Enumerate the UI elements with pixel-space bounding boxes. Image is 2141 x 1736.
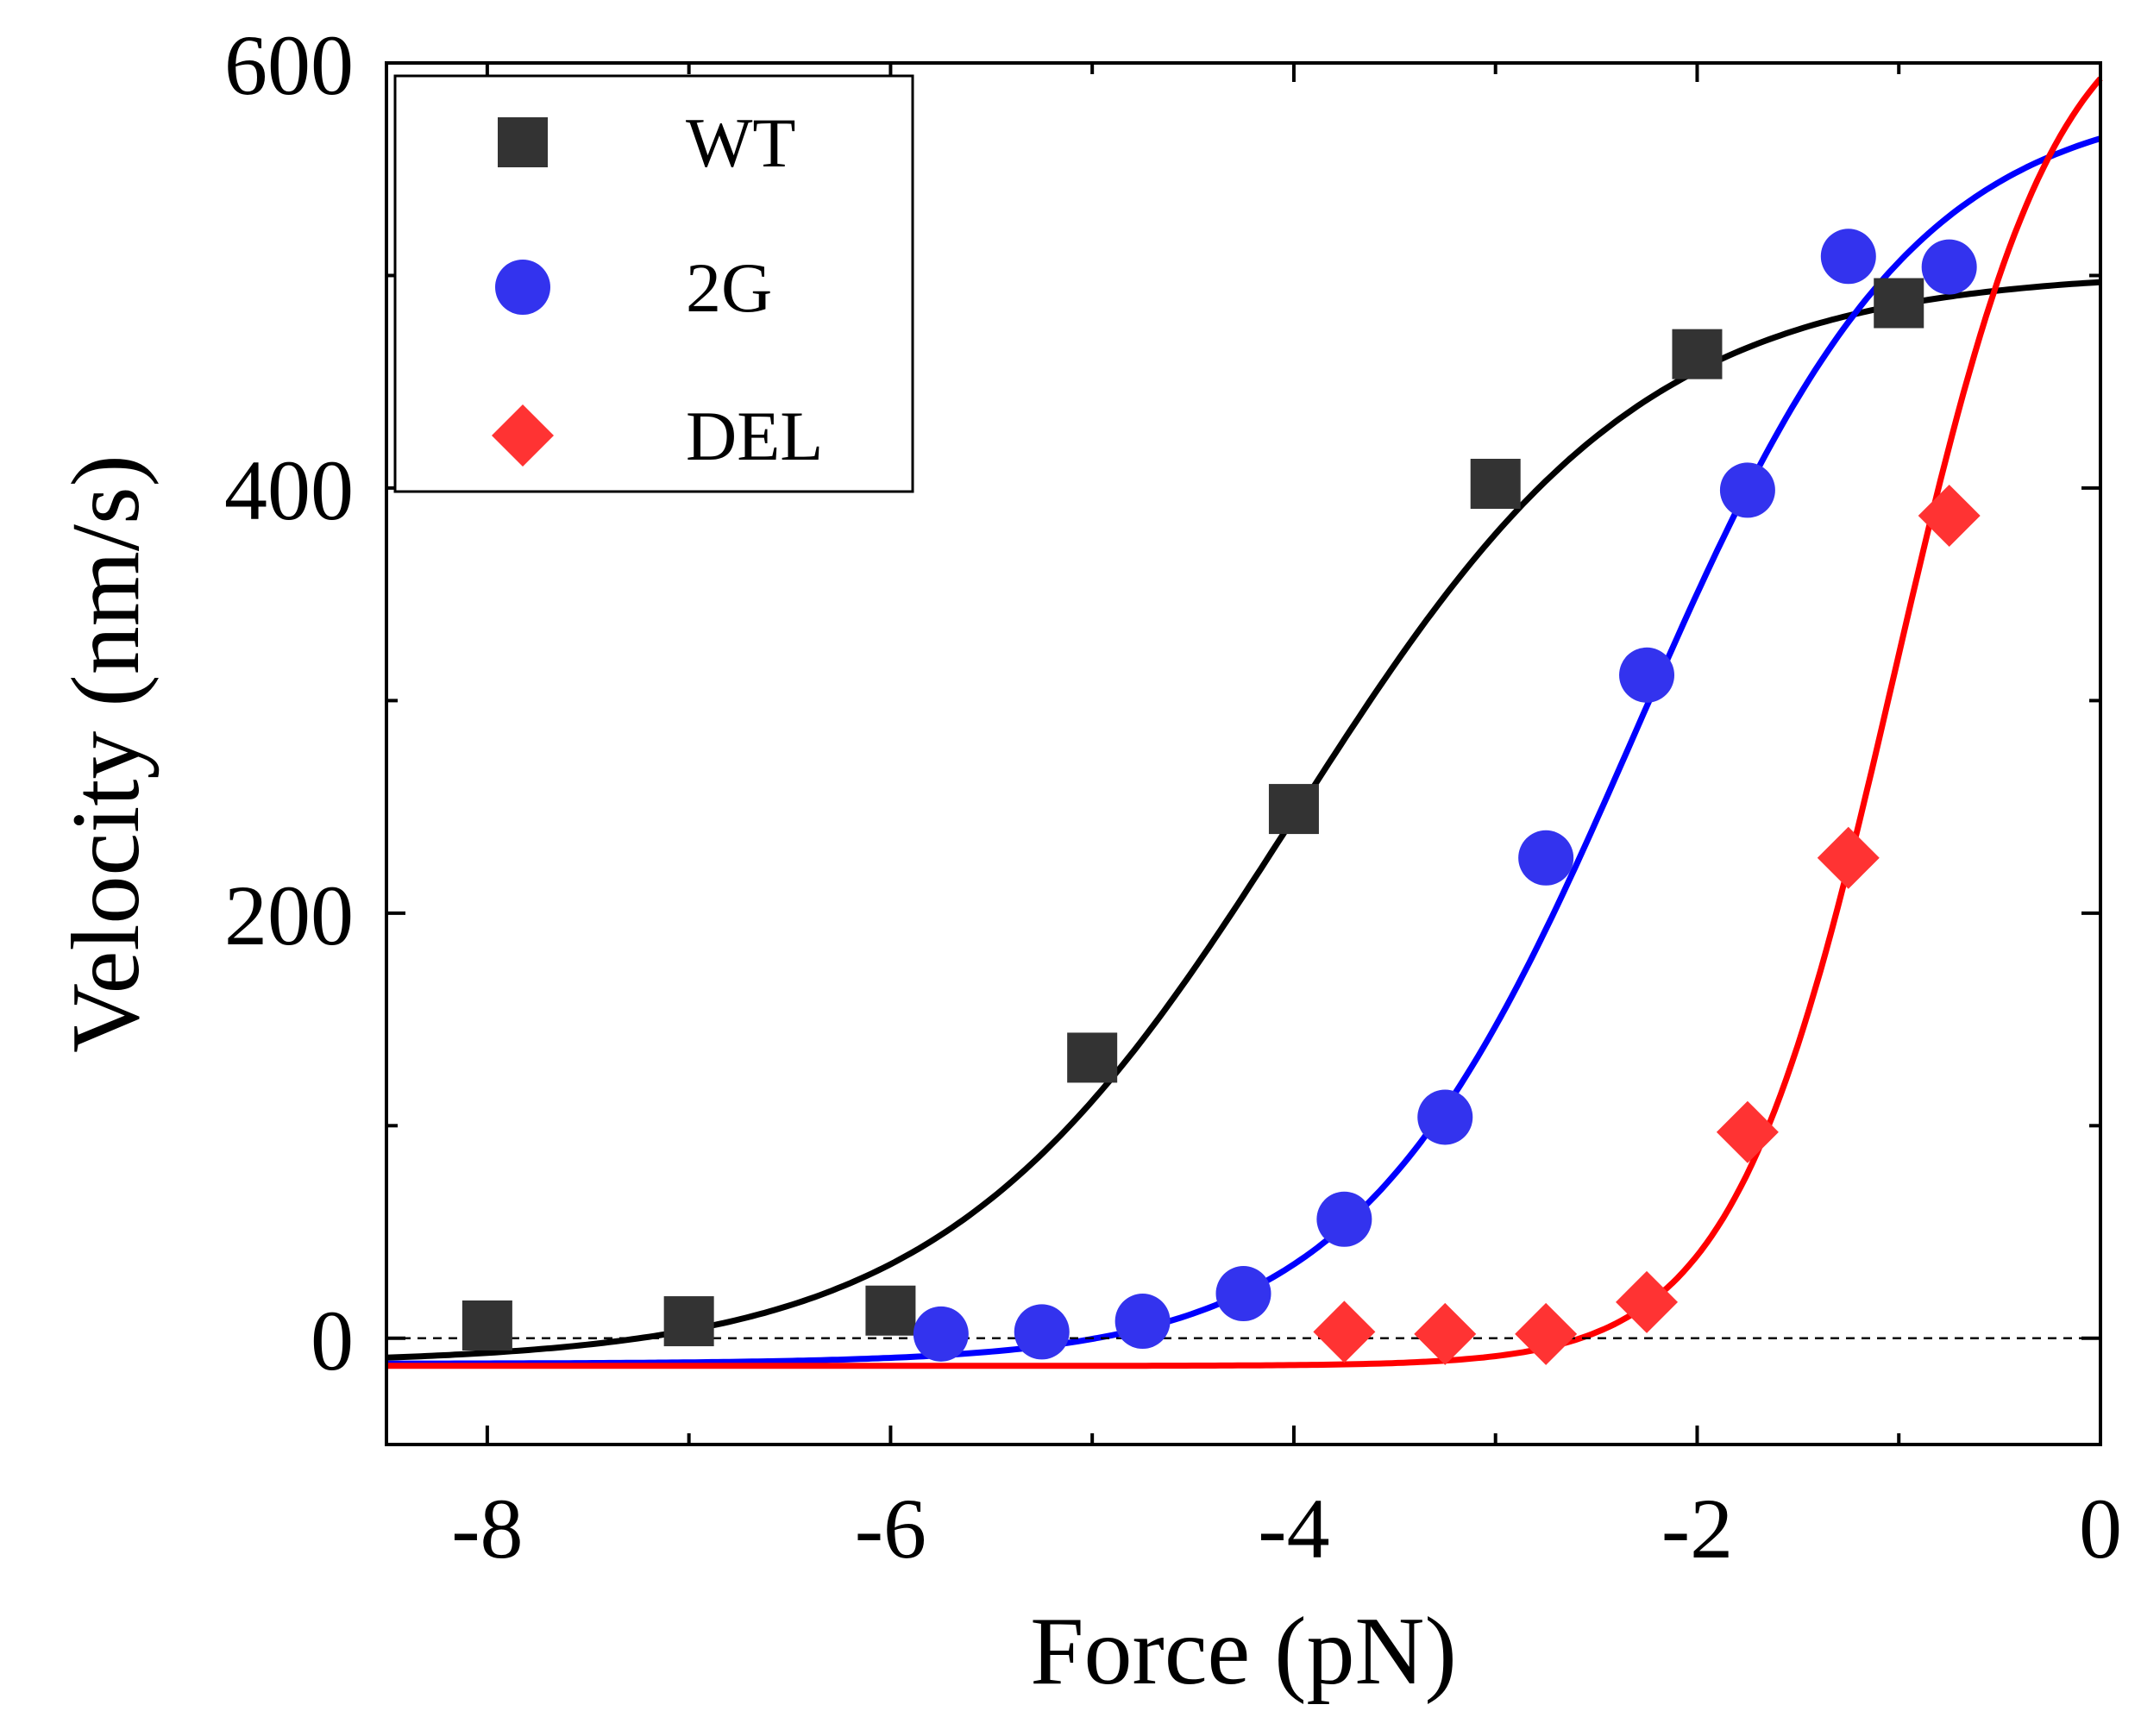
point-del-3 bbox=[1616, 1270, 1679, 1333]
point-del-6 bbox=[1918, 484, 1981, 547]
point-2g-5 bbox=[1417, 1089, 1473, 1145]
legend-marker-wt bbox=[498, 117, 548, 167]
y-tick-label: 200 bbox=[224, 868, 354, 963]
x-tick-label: 0 bbox=[2079, 1481, 2122, 1576]
axes: -8 -6 -4 -2 0 0 200 400 600 Force (pN) Velocity (n… bbox=[53, 17, 2122, 1705]
point-wt-5 bbox=[1470, 458, 1521, 509]
legend: WT 2G DEL bbox=[393, 74, 914, 493]
fit-curve-del bbox=[386, 76, 2103, 1369]
data-points bbox=[461, 229, 1981, 1365]
y-tick-label: 0 bbox=[311, 1293, 354, 1388]
point-2g-8 bbox=[1719, 462, 1775, 518]
point-2g-3 bbox=[1215, 1266, 1271, 1322]
point-del-1 bbox=[1414, 1302, 1477, 1365]
x-axis-title: Force (pN) bbox=[1030, 1598, 1456, 1705]
point-wt-6 bbox=[1672, 329, 1723, 379]
legend-marker-2g bbox=[495, 260, 550, 315]
point-del-5 bbox=[1817, 826, 1880, 889]
point-wt-3 bbox=[1067, 1032, 1118, 1083]
point-2g-4 bbox=[1316, 1191, 1372, 1247]
point-del-2 bbox=[1515, 1302, 1578, 1365]
y-axis-title: Velocity (nm/s) bbox=[53, 454, 160, 1053]
legend-label-del: DEL bbox=[686, 397, 823, 475]
point-wt-7 bbox=[1874, 278, 1924, 329]
x-tick-label: -6 bbox=[855, 1481, 926, 1576]
x-tick-label: -2 bbox=[1661, 1481, 1733, 1576]
point-2g-10 bbox=[1921, 239, 1977, 295]
plot-frame bbox=[385, 61, 2102, 1446]
x-tick-label: -8 bbox=[451, 1481, 523, 1576]
point-del-0 bbox=[1313, 1300, 1376, 1363]
point-wt-0 bbox=[461, 1300, 512, 1351]
point-2g-9 bbox=[1820, 229, 1876, 285]
legend-label-wt: WT bbox=[686, 103, 795, 182]
point-wt-1 bbox=[663, 1296, 714, 1347]
y-tick-label: 400 bbox=[224, 442, 354, 538]
point-2g-2 bbox=[1114, 1294, 1171, 1350]
point-2g-1 bbox=[1014, 1304, 1070, 1360]
point-2g-7 bbox=[1619, 647, 1675, 703]
point-2g-0 bbox=[913, 1306, 969, 1362]
legend-box bbox=[393, 74, 914, 493]
point-wt-4 bbox=[1268, 784, 1319, 835]
y-tick-label: 600 bbox=[224, 17, 354, 113]
x-tick-label: -4 bbox=[1258, 1481, 1329, 1576]
point-wt-2 bbox=[865, 1285, 916, 1336]
legend-label-2g: 2G bbox=[686, 248, 772, 327]
point-2g-6 bbox=[1518, 830, 1574, 886]
legend-marker-del bbox=[492, 404, 554, 467]
point-del-4 bbox=[1716, 1100, 1779, 1163]
